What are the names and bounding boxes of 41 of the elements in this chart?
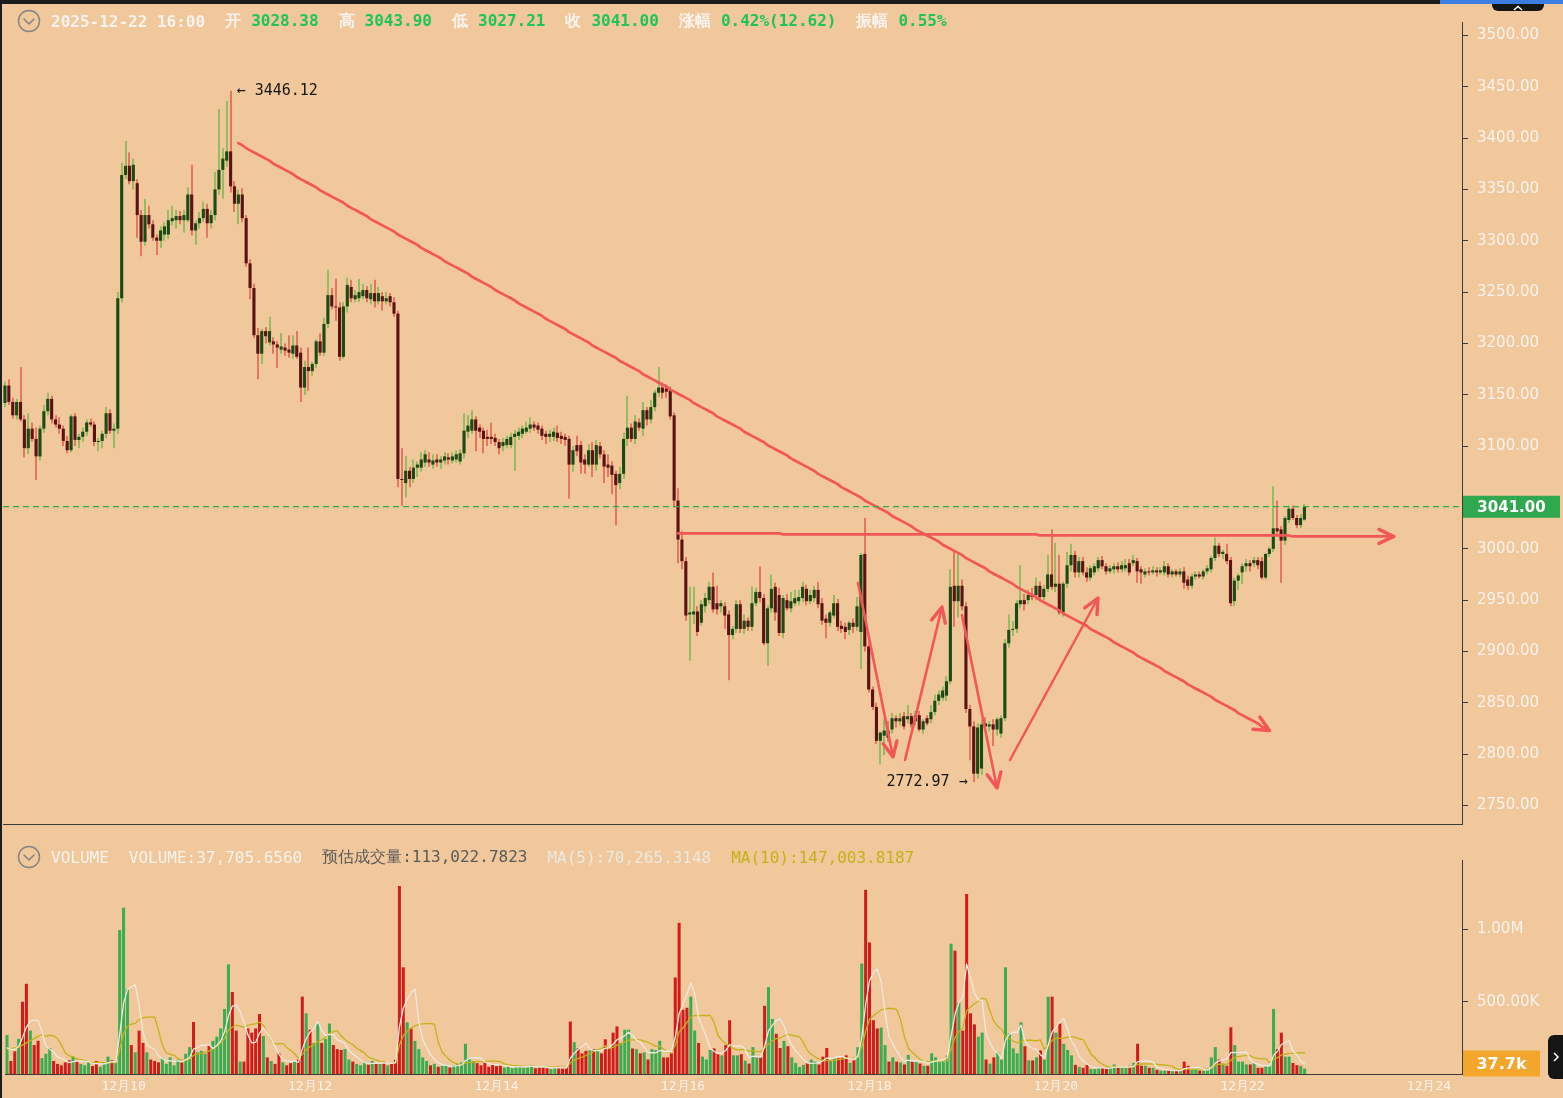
y-tick-label: 3100.00	[1477, 436, 1540, 454]
y-tick-label: 3200.00	[1477, 333, 1540, 352]
text: 37.7k	[1476, 1053, 1527, 1073]
y-tick-label: 2800.00	[1477, 744, 1540, 763]
chart-title: VOLUME	[51, 847, 109, 867]
y-tick-label: 3450.00	[1477, 76, 1540, 95]
y-tick-label: 3500.00	[1477, 25, 1540, 44]
y-tick-label: 3400.00	[1477, 127, 1540, 146]
x-tick-label: 12月24	[1406, 1078, 1452, 1094]
x-tick-label: 12月22	[1220, 1078, 1265, 1094]
y-tick-label: 2850.00	[1477, 692, 1540, 711]
y-tick-label: 500.00K	[1477, 991, 1541, 1010]
y-tick-label: 2750.00	[1477, 795, 1540, 814]
y-tick-label: 2900.00	[1477, 641, 1540, 660]
annotation: VOLUME:37,705.6560	[128, 847, 303, 867]
annotation: 振幅 0.55%	[856, 10, 947, 30]
x-tick-label: 12月12	[287, 1078, 333, 1094]
y-tick-label: 3300.00	[1477, 230, 1540, 249]
x-tick-label: 12月18	[847, 1078, 892, 1094]
chart-title: 2025-12-22 16:00	[51, 11, 206, 31]
annotation: 低 3027.21	[452, 10, 546, 30]
text: MA(10):147,003.8187	[731, 847, 915, 867]
y-tick-label: 1.00M	[1477, 919, 1524, 938]
y-tick-label: 3350.00	[1477, 179, 1540, 198]
annotation: 高 3043.90	[338, 10, 432, 30]
x-tick-label: 12月10	[101, 1078, 146, 1094]
annotation: 2772.97 →	[886, 771, 968, 790]
x-tick-label: 12月14	[474, 1078, 519, 1094]
y-tick-label: 2950.00	[1477, 590, 1540, 609]
annotation: ← 3446.12	[236, 80, 318, 99]
annotation: 收 3041.00	[565, 10, 659, 30]
x-tick-label: 12月16	[660, 1078, 706, 1094]
text: MA(5):70,265.3148	[547, 847, 712, 867]
y-tick-label: 3250.00	[1477, 281, 1540, 300]
x-tick-label: 12月20	[1033, 1078, 1079, 1094]
annotation: 涨幅 0.42%(12.62)	[678, 10, 837, 30]
y-tick-label: 3150.00	[1477, 384, 1540, 403]
ref-line-label: 3041.00	[1477, 497, 1546, 516]
y-tick-label: 3000.00	[1477, 538, 1540, 557]
annotation: 开 3028.38	[225, 10, 319, 30]
annotation: 预估成交量:113,022.7823	[322, 846, 528, 868]
